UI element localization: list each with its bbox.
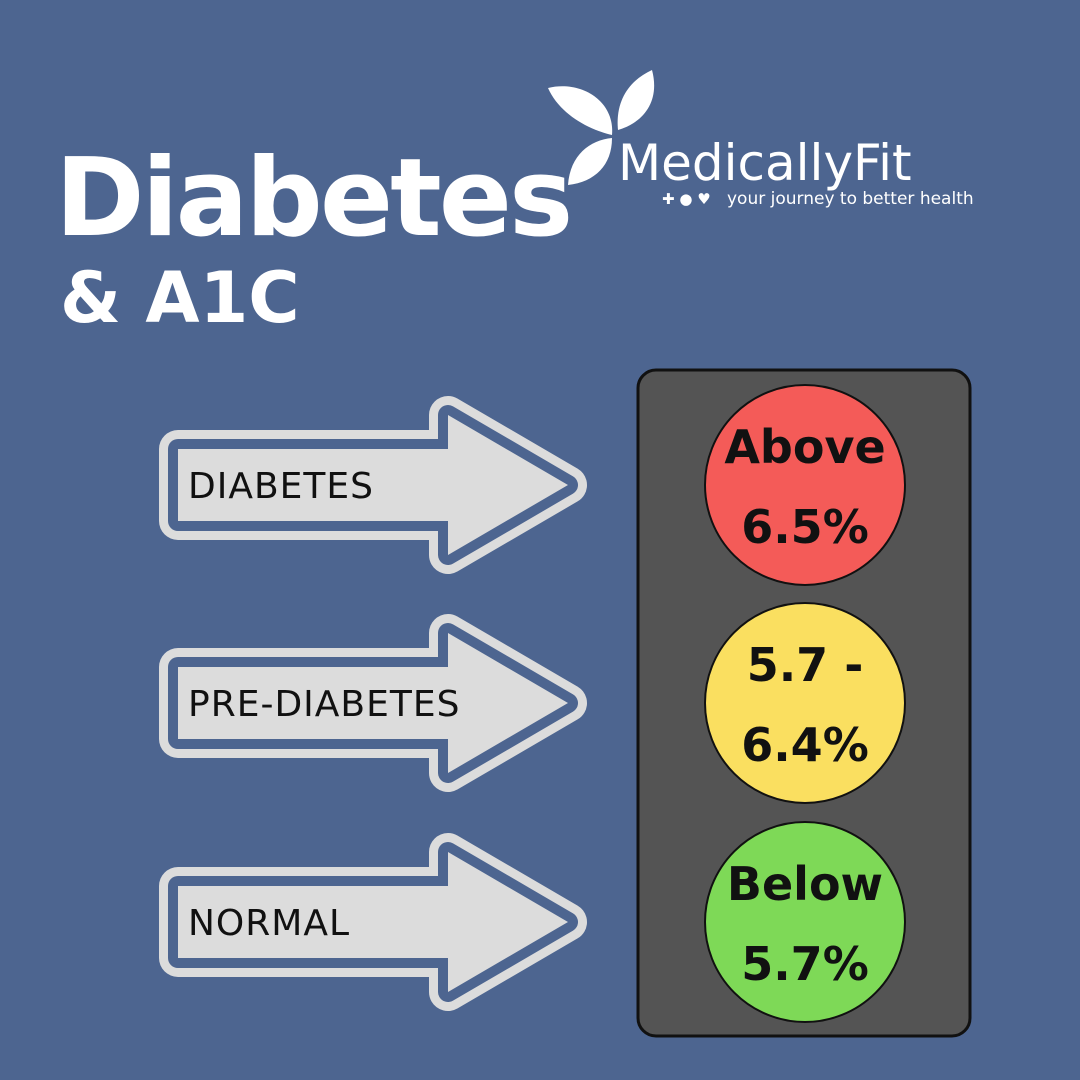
arrows: DIABETES PRE-DIABETES NORMAL (159, 396, 587, 1011)
logo-tagline: your journey to better health (727, 189, 974, 209)
light (704, 821, 906, 1023)
light (704, 384, 906, 586)
range-text: 5.7% (741, 937, 869, 991)
light (704, 602, 906, 804)
arrow (178, 633, 568, 773)
logo-icons: ✚ ● ♥ (662, 190, 711, 208)
logo-leaf (548, 86, 613, 135)
logo-leaf (617, 70, 655, 130)
subtitle: & A1C (60, 257, 300, 339)
range-text: 6.4% (741, 718, 869, 772)
logo-name: MedicallyFit (618, 134, 912, 192)
range-text: 6.5% (741, 500, 869, 554)
range-text: Below (727, 857, 883, 911)
title: Diabetes (55, 136, 570, 261)
range-text: 5.7 - (747, 638, 864, 692)
arrow (178, 852, 568, 992)
logo-leaf (568, 138, 612, 185)
arrow (178, 415, 568, 555)
lights: Above 6.5% 5.7 - 6.4% Below 5.7% (704, 384, 906, 1023)
range-text: Above (724, 420, 885, 474)
arrow-label: PRE-DIABETES (188, 684, 460, 725)
arrow-label: DIABETES (188, 466, 374, 507)
arrow-label: NORMAL (188, 903, 350, 944)
logo: MedicallyFit ✚ ● ♥ your journey to bette… (548, 70, 974, 209)
